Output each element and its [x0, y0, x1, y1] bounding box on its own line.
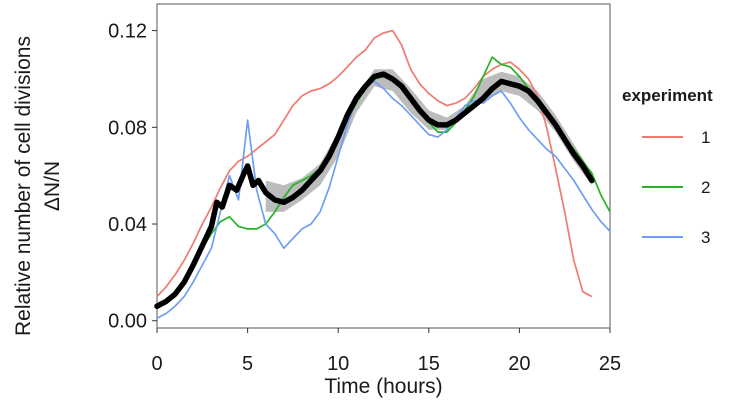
y-axis-label: Relative number of cell divisions	[12, 36, 35, 336]
y-tick-label: 0.04	[108, 214, 147, 236]
confidence-band-layer	[265, 69, 592, 212]
x-tick-label: 0	[151, 353, 162, 375]
y-axis-ticks: 0.00 0.04 0.08 0.12	[108, 21, 157, 333]
legend-label-experiment-1: 1	[701, 128, 710, 147]
x-tick-label: 25	[599, 353, 621, 375]
y-tick-label: 0.12	[108, 21, 147, 43]
mean-line	[154, 71, 595, 309]
series-line-experiment-3	[156, 80, 611, 320]
x-axis-ticks: 0 5 10 15 20 25	[151, 328, 621, 375]
series-line-experiment-1	[156, 29, 593, 298]
x-tick-label: 5	[242, 353, 253, 375]
y-tick-label: 0.08	[108, 117, 147, 139]
mean-line-layer	[154, 71, 595, 309]
y-axis-sublabel: ΔN/N	[41, 161, 64, 211]
x-tick-label: 10	[327, 353, 349, 375]
x-tick-label: 20	[508, 353, 530, 375]
legend: experiment 1 2 3	[622, 86, 713, 247]
legend-items: 1 2 3	[642, 128, 710, 247]
legend-title: experiment	[622, 86, 713, 105]
y-tick-label: 0.00	[108, 311, 147, 333]
confidence-band	[265, 69, 592, 212]
plot-panel	[156, 3, 611, 329]
legend-label-experiment-3: 3	[701, 228, 710, 247]
x-axis-label: Time (hours)	[324, 375, 442, 398]
x-tick-label: 15	[418, 353, 440, 375]
legend-label-experiment-2: 2	[701, 178, 710, 197]
